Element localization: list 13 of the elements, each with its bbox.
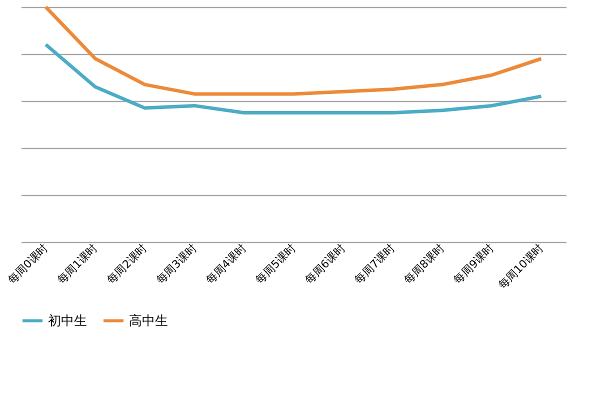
x-tick-label: 每周8课时 <box>402 242 447 287</box>
x-tick-label: 每周10课时 <box>496 242 546 292</box>
legend-label: 初中生 <box>48 314 87 329</box>
x-tick-label: 每周7课时 <box>352 242 398 287</box>
x-tick-label: 每周5课时 <box>252 242 298 287</box>
legend-label: 高中生 <box>129 312 168 329</box>
x-tick-label: 每周2课时 <box>104 242 150 287</box>
x-tick-label: 每周0课时 <box>5 242 51 287</box>
x-tick-label: 每周6课时 <box>302 242 348 287</box>
x-tick-label: 每周3课时 <box>154 242 200 287</box>
x-tick-label: 每周4课时 <box>203 242 249 287</box>
x-tick-label: 每周9课时 <box>451 242 496 287</box>
x-tick-label: 每周1课时 <box>54 242 100 287</box>
